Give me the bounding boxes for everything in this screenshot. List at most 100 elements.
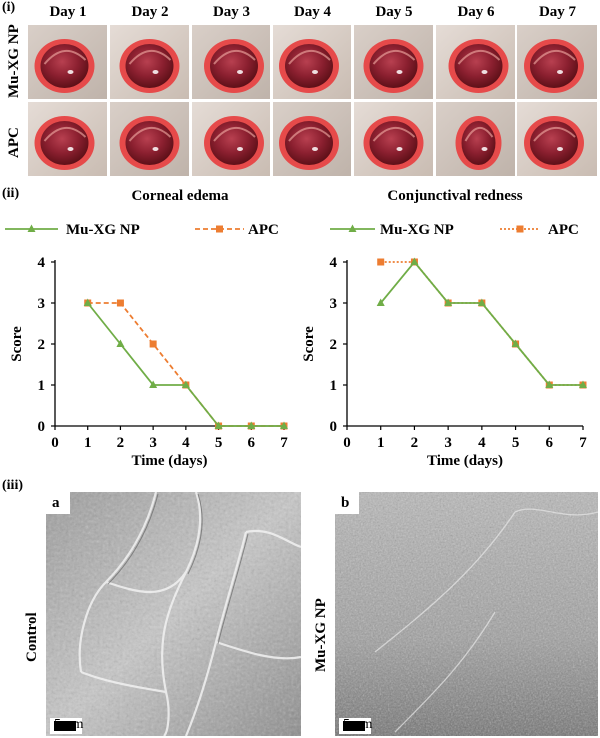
- apc-eye-photo-day-4: [273, 102, 351, 176]
- apc-eye-photo-day-2: [110, 102, 189, 176]
- apc-eye-photo-day-5: [354, 102, 433, 176]
- data-point-mu-xg-np-day-4: [181, 380, 190, 388]
- data-point-mu-xg-np-day-1: [83, 298, 92, 306]
- panel-label-ii: (ii): [2, 186, 20, 201]
- x-tick-label: 7: [280, 435, 288, 451]
- data-point-apc-day-3: [149, 340, 157, 348]
- legend-label: Mu-XG NP: [380, 222, 454, 238]
- y-tick-label: 4: [330, 255, 338, 271]
- chart-title-conjunctival: Conjunctival redness: [387, 188, 523, 204]
- x-tick-label: 1: [84, 435, 92, 451]
- apc-eye-photo-day-3: [192, 102, 270, 176]
- row-label-apc: APC: [6, 127, 22, 158]
- legend-marker: [216, 225, 223, 233]
- mu-xg-eye-photo-day-5: [354, 25, 433, 99]
- series-line-apc: [87, 302, 284, 427]
- data-point-mu-xg-np-day-5: [214, 421, 223, 429]
- x-tick-label: 4: [478, 435, 486, 451]
- x-tick-label: 4: [182, 435, 190, 451]
- series-line-mu-xg-np: [380, 260, 583, 386]
- legend-label: APC: [548, 222, 579, 238]
- day-label-5: Day 5: [375, 4, 413, 20]
- y-tick-label: 2: [330, 337, 338, 353]
- row-label-mu-xg: Mu-XG NP: [6, 24, 22, 98]
- legend-marker: [27, 224, 36, 232]
- series-line-mu-xg-np: [87, 302, 284, 427]
- day-label-7: Day 7: [538, 4, 577, 20]
- x-tick-label: 7: [579, 435, 587, 451]
- mu-xg-eye-photo-day-3: [192, 25, 270, 99]
- data-point-apc-day-2: [116, 299, 124, 307]
- sem-letter-b: b: [341, 495, 350, 511]
- y-tick-label: 1: [38, 378, 46, 394]
- mu-xg-eye-photo-day-6: [436, 25, 515, 99]
- apc-eye-photo-day-7: [517, 102, 597, 176]
- data-point-mu-xg-np-day-2: [410, 257, 419, 265]
- y-tick-label: 1: [330, 378, 338, 394]
- mu-xg-eye-photo-day-2: [110, 25, 189, 99]
- day-label-1: Day 1: [49, 4, 87, 20]
- y-tick-label: 4: [38, 255, 46, 271]
- x-tick-label: 6: [546, 435, 554, 451]
- scale-bar-text: 5 µm: [343, 717, 373, 732]
- y-tick-label: 3: [330, 296, 338, 312]
- x-axis-label: Time (days): [132, 453, 208, 469]
- data-point-mu-xg-np-day-4: [477, 298, 486, 306]
- y-tick-label: 0: [38, 419, 46, 435]
- x-tick-label: 2: [411, 435, 419, 451]
- panel-label-iii: (iii): [2, 478, 23, 493]
- x-axis-label: Time (days): [427, 453, 503, 469]
- scale-bar-b: 5 µm: [339, 717, 373, 734]
- legend-label: Mu-XG NP: [66, 222, 140, 238]
- sem-side-label-mu-xg: Mu-XG NP: [313, 598, 329, 672]
- x-tick-label: 3: [149, 435, 157, 451]
- data-point-mu-xg-np-day-3: [444, 298, 453, 306]
- y-tick-label: 3: [38, 296, 46, 312]
- sem-image-mu-xg: b 5 µm: [335, 492, 598, 736]
- x-tick-label: 2: [117, 435, 125, 451]
- sem-letter-a: a: [52, 495, 60, 511]
- legend-marker: [516, 225, 524, 233]
- data-point-mu-xg-np-day-2: [116, 339, 125, 347]
- panel-label-i: (i): [2, 0, 16, 15]
- corneal-edema-chart: 0 1 2 3 4 0 1 2 3 4 5 6 7 Time (days) Score Mu-XG NP APC: [5, 222, 288, 469]
- x-tick-label: 5: [512, 435, 520, 451]
- data-point-mu-xg-np-day-7: [579, 380, 587, 388]
- mu-xg-eye-photo-day-4: [273, 25, 351, 99]
- mu-xg-eye-photo-day-1: [28, 25, 107, 99]
- mu-xg-eye-photo-day-7: [517, 25, 597, 99]
- y-tick-label: 2: [38, 337, 46, 353]
- data-point-mu-xg-np-day-6: [545, 380, 554, 388]
- legend-label: APC: [248, 222, 279, 238]
- scale-bar-line: [54, 720, 76, 731]
- data-point-mu-xg-np-day-5: [511, 339, 520, 347]
- x-tick-label: 3: [444, 435, 452, 451]
- sem-side-label-control: Control: [24, 612, 40, 662]
- y-tick-label: 0: [330, 419, 338, 435]
- y-axis-label: Score: [9, 326, 25, 362]
- day-label-4: Day 4: [293, 4, 332, 20]
- x-tick-label: 6: [248, 435, 256, 451]
- data-point-apc-day-1: [377, 258, 385, 266]
- scale-bar-line: [343, 720, 365, 731]
- data-point-mu-xg-np-day-7: [280, 421, 288, 429]
- data-point-mu-xg-np-day-1: [376, 298, 385, 306]
- x-tick-label: 0: [343, 435, 351, 451]
- day-label-6: Day 6: [457, 4, 495, 20]
- x-tick-label: 1: [377, 435, 385, 451]
- x-tick-label: 5: [215, 435, 223, 451]
- data-point-mu-xg-np-day-6: [247, 421, 256, 429]
- y-axis-label: Score: [301, 326, 317, 362]
- day-label-3: Day 3: [212, 4, 251, 20]
- legend-marker: [348, 224, 357, 232]
- apc-eye-photo-day-1: [28, 102, 107, 176]
- conjunctival-redness-chart: 0 1 2 3 4 0 1 2 3 4 5 6 7 Time (days) Score Mu-XG NP APC: [301, 222, 587, 469]
- apc-eye-photo-day-6: [436, 102, 515, 176]
- data-point-mu-xg-np-day-3: [149, 380, 158, 388]
- scale-bar-text: 5 µm: [54, 717, 84, 732]
- scale-bar-a: 5 µm: [50, 717, 84, 734]
- chart-title-corneal: Corneal edema: [131, 188, 229, 204]
- series-line-apc: [380, 261, 583, 386]
- sem-image-control: a 5 µm: [46, 492, 301, 736]
- x-tick-label: 0: [51, 435, 59, 451]
